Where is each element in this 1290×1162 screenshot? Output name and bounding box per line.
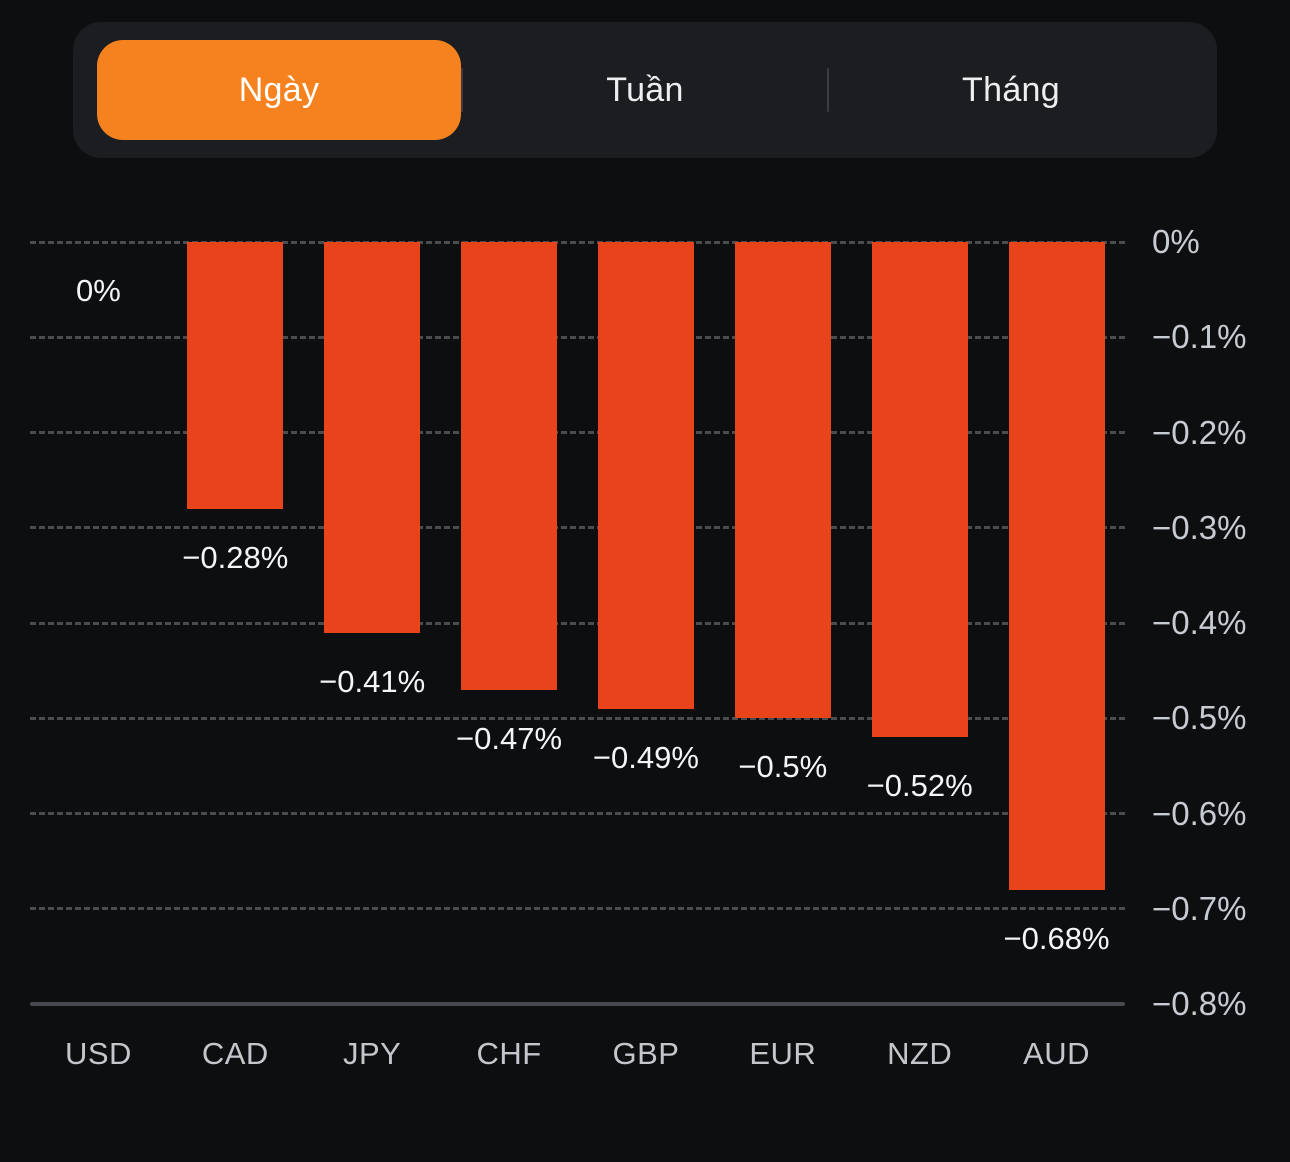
bar-value-label: −0.52% <box>866 768 973 804</box>
x-axis-label: USD <box>64 1036 132 1071</box>
x-axis-label: EUR <box>749 1036 817 1071</box>
gridline <box>30 240 1125 244</box>
tab-week[interactable]: Tuần <box>463 40 827 140</box>
bar-gbp <box>597 242 694 709</box>
tab-month[interactable]: Tháng <box>829 40 1193 140</box>
period-tabbar: Ngày Tuần Tháng <box>73 22 1217 158</box>
gridline <box>30 621 1125 625</box>
tab-day-label: Ngày <box>238 70 320 109</box>
y-axis-label: −0.5% <box>1152 699 1247 737</box>
y-axis-label: −0.7% <box>1152 889 1247 927</box>
bar-cad <box>187 242 284 509</box>
tab-divider <box>827 68 829 112</box>
y-axis-label: −0.1% <box>1152 318 1247 356</box>
x-axis-line <box>30 1002 1125 1006</box>
gridline <box>30 812 1125 815</box>
bar-value-label: −0.41% <box>319 663 426 699</box>
tab-divider <box>461 68 463 112</box>
bar-nzd <box>871 242 968 738</box>
gridline <box>30 335 1125 339</box>
y-axis-label: −0.6% <box>1152 794 1247 832</box>
bar-value-label: −0.47% <box>456 720 563 756</box>
y-axis-label: −0.3% <box>1152 508 1247 546</box>
bar-value-label: −0.68% <box>1003 920 1110 956</box>
tab-week-label: Tuần <box>606 70 684 109</box>
x-axis-label: NZD <box>887 1036 953 1071</box>
x-axis-label: CAD <box>201 1036 269 1071</box>
bar-eur <box>734 242 831 719</box>
tab-day[interactable]: Ngày <box>97 40 461 140</box>
bar-chart: 0% −0.1% −0.2% −0.3% −0.4% −0.5% −0.6% −0.7% −0.… <box>30 223 1247 1071</box>
bar-jpy <box>324 242 421 633</box>
x-axis-label: GBP <box>612 1036 680 1071</box>
x-axis-label: JPY <box>343 1036 402 1071</box>
gridline <box>30 907 1125 911</box>
gridline <box>30 431 1125 434</box>
y-axis-label: −0.4% <box>1152 604 1247 641</box>
x-axis-label: CHF <box>476 1036 542 1071</box>
y-axis-label: −0.8% <box>1152 985 1247 1022</box>
x-axis-label: AUD <box>1023 1036 1091 1071</box>
y-axis-label: 0% <box>1152 223 1200 260</box>
gridline <box>30 716 1125 720</box>
tab-month-label: Tháng <box>962 70 1060 109</box>
y-axis-label: −0.2% <box>1152 413 1247 451</box>
bar-value-label: −0.5% <box>738 749 828 785</box>
bar-value-label: 0% <box>76 273 121 308</box>
bar-value-label: −0.49% <box>592 739 699 775</box>
bar-chf <box>461 242 558 690</box>
bar-value-label: −0.28% <box>182 539 289 575</box>
bar-aud <box>1008 242 1105 890</box>
gridline <box>30 526 1125 530</box>
